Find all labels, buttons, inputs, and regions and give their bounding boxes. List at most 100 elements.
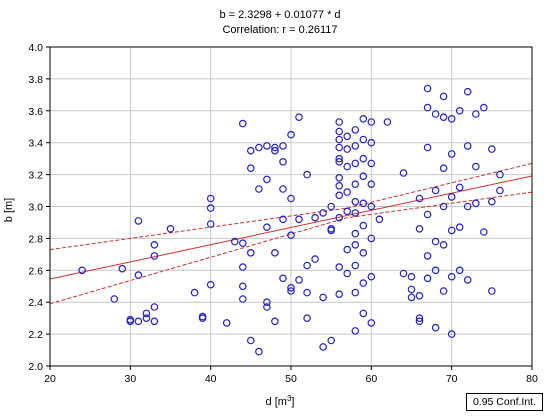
data-point [287,283,295,292]
grid [50,47,532,366]
data-point [415,314,424,323]
data-point [463,87,472,96]
data-point [303,288,311,297]
data-point [335,182,344,190]
data-point [455,223,464,232]
data-point [487,287,496,295]
data-point [239,295,247,303]
data-point [351,209,360,217]
data-point [319,293,327,302]
data-point [263,303,271,311]
data-point [367,202,376,211]
data-point [319,343,327,351]
data-point [198,312,207,321]
data-point [335,174,344,182]
data-point [206,194,215,203]
data-point [359,309,368,318]
data-point [303,261,311,270]
data-point [279,274,287,283]
data-point [487,145,496,153]
data-point [263,298,271,307]
data-point [359,279,368,287]
data-point [496,186,504,195]
data-point [439,92,448,101]
data-point [479,228,488,236]
y-tick-label: 3.4 [28,138,43,150]
data-point [367,180,376,189]
data-point [431,266,440,275]
data-point [359,199,368,208]
data-point [399,169,408,177]
data-point [206,280,215,289]
x-tick-label: 40 [205,373,217,385]
data-point [247,249,255,257]
data-point [327,226,336,235]
data-point [263,142,271,150]
x-tick-label: 30 [124,373,136,385]
data-point [343,269,352,278]
data-point [134,217,143,225]
data-point [415,317,424,326]
data-point [319,209,327,217]
y-tick-label: 3.0 [28,202,43,214]
data-point [367,138,376,147]
data-point [351,229,360,238]
data-point [496,170,504,179]
axes: 20 30 40 50 60 70 80 2.0 2.2 2.4 2.6 2.8 3.0 3.2 3.4 3.… [28,42,538,385]
data-point [239,119,247,128]
data-point [407,272,416,281]
data-point [399,269,408,278]
x-axis-label: d [m3] [266,394,295,409]
data-point [110,295,119,303]
data-point [439,113,448,122]
x-tick-label: 80 [526,373,538,385]
y-tick-label: 2.6 [28,265,43,277]
data-point [455,183,464,192]
data-points [78,84,504,356]
data-point [447,193,456,201]
plot-frame [49,46,533,367]
data-point [343,188,352,196]
data-point [471,199,480,208]
y-tick-label: 4.0 [28,42,43,54]
data-point [471,110,480,118]
data-point [359,221,368,230]
data-point [335,263,344,271]
data-point [431,323,440,332]
data-point [359,154,368,163]
data-point [407,285,416,294]
data-point [447,330,456,338]
data-point [255,185,263,193]
data-point [335,118,344,126]
title-correlation: Correlation: r = 0.26117 [222,24,337,36]
y-axis-label: b [m] [3,198,15,222]
data-point [423,84,432,93]
data-point [439,241,448,249]
data-point [351,261,360,270]
confidence-lower-line [49,191,533,305]
data-point [166,225,175,233]
data-point [263,223,271,232]
data-point [359,249,368,257]
data-point [439,164,448,173]
data-point [375,215,384,224]
data-point [287,287,295,295]
data-point [311,213,319,222]
data-point [343,132,352,141]
data-point [255,347,263,356]
data-point [447,150,456,158]
data-point [343,245,352,254]
data-point [351,142,360,150]
data-point [327,336,336,345]
data-point [471,162,480,171]
data-point [343,162,352,171]
data-point [295,276,303,284]
data-point [343,207,352,216]
data-point [423,252,432,260]
data-point [142,314,151,323]
data-point [351,180,360,189]
data-point [447,226,456,235]
data-point [287,231,295,240]
data-point [463,142,472,150]
